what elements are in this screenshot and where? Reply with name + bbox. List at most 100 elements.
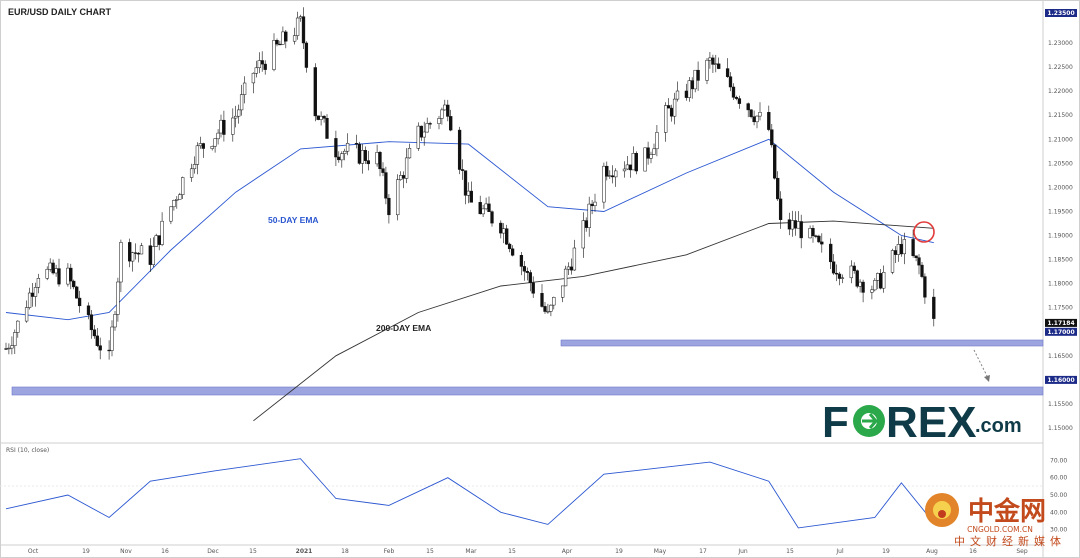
candle-body [870,289,874,293]
candle-body [219,119,223,134]
price-tag [1045,375,1077,384]
candle-body [552,297,556,306]
candle-body [790,220,795,230]
candle-body [10,345,14,349]
candle-body [817,235,821,243]
candle-body [590,203,594,207]
forex-logo: F REX .com FOREX.com [820,398,1022,453]
down-arrow-line [973,349,989,379]
candle-body [133,252,138,254]
candle-body [728,76,733,88]
candle-body [725,68,730,77]
candle-body [469,190,473,203]
support-zone-117 [560,339,1044,347]
candle-body [861,281,865,293]
y-tick-label: 1.19000 [1048,233,1073,240]
candle-body [876,273,880,281]
candle-body [911,239,915,256]
candle-body [425,123,429,133]
candle-body [95,335,99,346]
candle-body [260,60,264,65]
candle-body [231,117,235,135]
candle-body [110,326,114,351]
candle-body [440,109,444,119]
candle-body [705,59,709,81]
candle-body [643,147,647,172]
x-tick-label: Feb [384,548,395,555]
candle-body [499,222,503,234]
x-tick-label: 18 [341,548,349,555]
candle-body [773,144,777,179]
candle-body [770,129,774,146]
x-tick-label: 17 [699,548,707,555]
x-tick-label: May [654,548,667,555]
candle-body [404,157,409,179]
candle-body [192,164,197,170]
candle-body [799,221,803,239]
watermark-coin-dot [938,510,946,518]
chart-title: EUR/USD DAILY CHART [8,7,112,17]
candle-body [13,332,17,346]
rsi-tick-label: 40.00 [1050,509,1067,516]
top-price-tag [1045,9,1077,17]
candle-body [808,228,812,239]
candle-body [902,239,906,255]
candle-body [731,86,736,98]
candle-body [690,80,694,90]
candle-body [86,305,91,315]
y-tick-label: 1.16500 [1048,353,1073,360]
candle-body [628,164,633,171]
candle-body [98,345,102,351]
candle-body [932,296,936,319]
x-tick-label: 19 [82,548,90,555]
candle-body [687,80,691,98]
candle-body [301,16,306,44]
candle-body [487,203,491,212]
candle-body [381,168,385,173]
y-tick-label: 1.22500 [1048,64,1073,71]
candle-body [563,268,568,287]
candle-body [478,202,482,215]
y-tick-label: 1.20500 [1048,160,1073,167]
candle-body [30,292,35,297]
candle-body [151,246,155,265]
candle-body [602,165,606,203]
candle-body [357,143,362,164]
candle-body [154,235,158,247]
candle-body [72,280,76,288]
candle-body [711,57,715,65]
candle-body [593,201,597,206]
candle-body [831,261,836,274]
y-axis-ticks: 1.23000 1.22500 1.22000 1.21500 1.21000 1.205… [1048,40,1073,432]
y-tick-label: 1.23000 [1048,40,1073,47]
candle-body [899,244,904,255]
candle-body [66,267,70,285]
candle-body [734,97,739,99]
candle-body [148,245,152,265]
candle-body [587,203,591,228]
candle-body [758,112,762,117]
y-tick-label: 1.20000 [1048,184,1073,191]
logo-arrow-icon [862,413,878,429]
candle-body [75,286,79,299]
candles-group [4,7,936,360]
y-tick-label: 1.22000 [1048,88,1073,95]
x-tick-label: 19 [882,548,890,555]
candle-body [631,153,635,171]
candle-body [852,265,856,271]
x-tick-label: 15 [508,548,516,555]
candle-body [463,170,468,196]
candle-body [879,273,883,289]
candle-body [366,160,370,165]
candle-body [669,107,674,117]
candle-body [281,31,285,45]
watermark-tagline: 中文财经新媒体 [954,534,1066,548]
candle-body [502,228,506,234]
candle-body [672,98,677,117]
candle-body [387,197,391,216]
candle-body [664,105,668,133]
candle-body [608,175,612,177]
y-tick-label: 1.15000 [1048,425,1073,432]
